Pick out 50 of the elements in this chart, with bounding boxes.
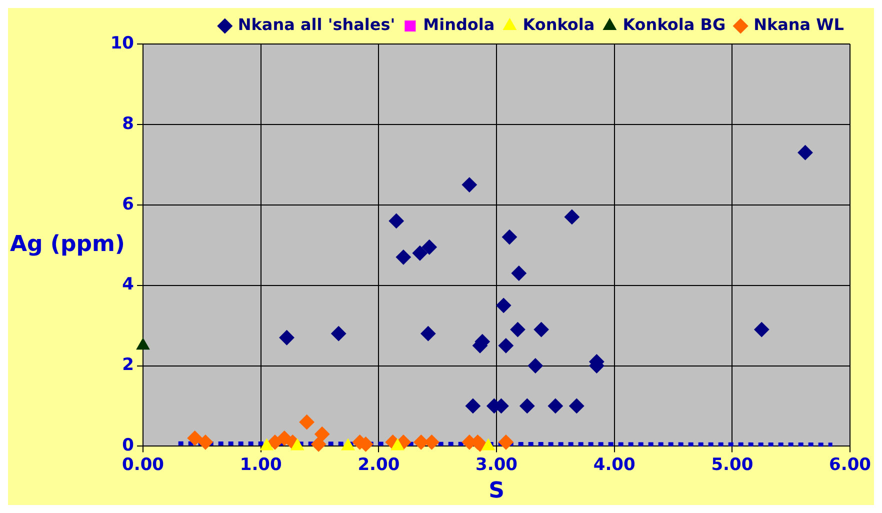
point [314, 426, 330, 442]
point [311, 436, 326, 452]
point [528, 358, 543, 374]
y-axis-title: Ag (ppm) [10, 232, 125, 257]
point [422, 240, 437, 255]
point [424, 434, 440, 450]
y-tick-label: 2 [122, 355, 134, 376]
point [462, 177, 477, 192]
legend-label: Konkola BG [622, 15, 726, 34]
y-tick-label: 0 [122, 436, 134, 456]
point [331, 326, 346, 342]
point [388, 213, 404, 228]
y-tick-label: 6 [122, 194, 134, 214]
x-tick-label: 0.00 [122, 454, 164, 475]
legend-label: Nkana all 'shales' [238, 15, 396, 34]
y-tick-label: 4 [122, 274, 134, 295]
point [498, 338, 514, 354]
point [496, 298, 512, 313]
x-tick-label: 1.00 [240, 454, 282, 475]
legend-label: Mindola [423, 15, 495, 34]
x-tick-label: 4.00 [593, 454, 636, 475]
x-tick-label: 5.00 [711, 454, 754, 475]
x-tick-label: 2.00 [358, 454, 400, 475]
point [299, 414, 314, 430]
point [569, 398, 584, 414]
point [564, 209, 580, 224]
point [465, 398, 480, 414]
point [502, 230, 517, 245]
point [798, 145, 813, 160]
point [534, 322, 549, 338]
point [396, 250, 411, 265]
point [412, 246, 428, 261]
point [420, 326, 436, 342]
point [510, 322, 526, 338]
x-axis-title: S [488, 478, 504, 504]
point [267, 434, 282, 450]
x-tick-label: 3.00 [476, 454, 518, 475]
point [198, 434, 213, 450]
legend-label: Nkana WL [754, 15, 844, 34]
legend-label: Konkola [522, 15, 595, 34]
point [520, 398, 535, 414]
point [279, 330, 294, 346]
point [754, 322, 770, 338]
y-tick-label: 8 [122, 114, 134, 134]
x-tick-label: 6.00 [829, 454, 872, 475]
point [187, 430, 202, 446]
y-tick-label: 10 [110, 33, 134, 54]
point [548, 398, 563, 414]
point [511, 266, 526, 281]
point [498, 434, 514, 450]
